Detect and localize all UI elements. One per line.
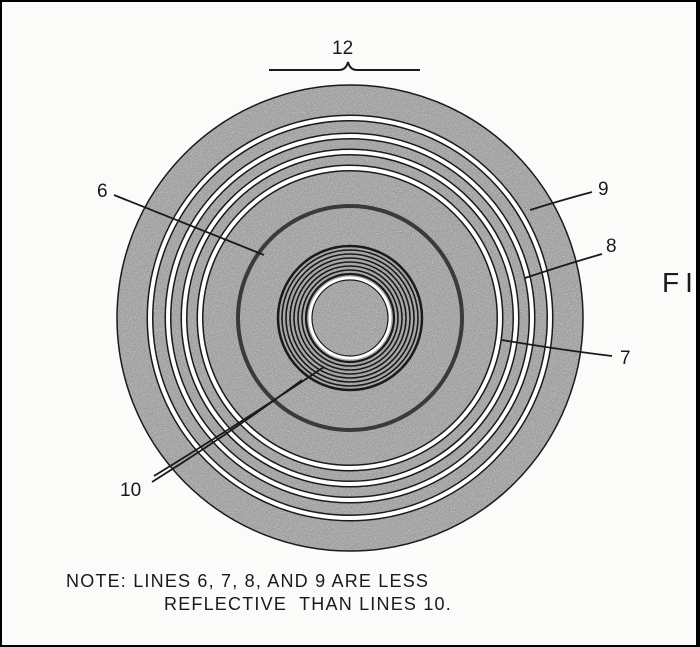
label-9: 9	[598, 179, 609, 200]
bracket-12	[269, 61, 420, 71]
label-7: 7	[620, 348, 631, 369]
leader-6	[113, 194, 265, 256]
center-hole	[308, 276, 392, 360]
lines-10-rings	[276, 244, 424, 392]
leader-9	[529, 191, 593, 211]
leader-7	[501, 339, 613, 357]
track-rings	[146, 114, 554, 522]
leader-10b	[151, 379, 303, 483]
leader-lines	[113, 191, 613, 483]
label-8: 8	[606, 236, 617, 257]
leader-8	[524, 253, 603, 279]
note-line-2: REFLECTIVE THAN LINES 10.	[164, 594, 452, 614]
label-6: 6	[97, 181, 108, 202]
leader-10a	[153, 366, 325, 477]
label-10: 10	[120, 480, 141, 501]
note-line-1: NOTE: LINES 6, 7, 8, AND 9 ARE LESS	[66, 571, 430, 591]
line-6-ring	[236, 204, 464, 432]
label-12: 12	[332, 38, 353, 59]
figure-label: FI	[662, 267, 699, 298]
